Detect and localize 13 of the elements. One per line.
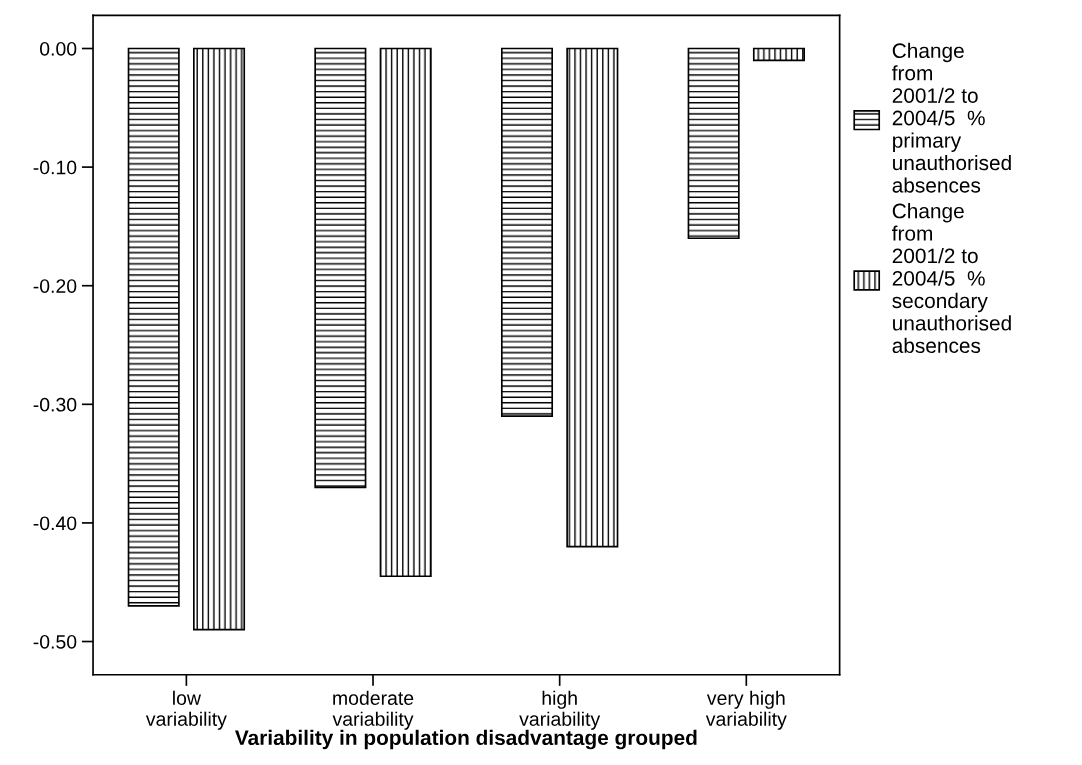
y-tick-label: -0.10: [33, 160, 77, 175]
legend-label: Change from 2001/2 to 2004/5 % secondary unauthorised absences: [892, 203, 1011, 354]
x-tick-label: high variability: [519, 690, 601, 730]
x-axis-title: Variability in population disadvantage grouped: [234, 729, 697, 750]
x-tick-label: moderate variability: [332, 690, 414, 730]
x-tick-label: very high variability: [705, 690, 787, 730]
legend-label: Change from 2001/2 to 2004/5 % primary unauthorised absences: [892, 42, 1011, 193]
y-tick-label: 0.00: [40, 41, 77, 56]
y-tick-label: -0.20: [33, 279, 77, 293]
y-tick-label: -0.30: [33, 397, 77, 412]
y-tick-label: -0.40: [33, 516, 77, 531]
y-tick-label: -0.50: [33, 634, 77, 649]
x-tick-label: low variability: [145, 690, 227, 730]
